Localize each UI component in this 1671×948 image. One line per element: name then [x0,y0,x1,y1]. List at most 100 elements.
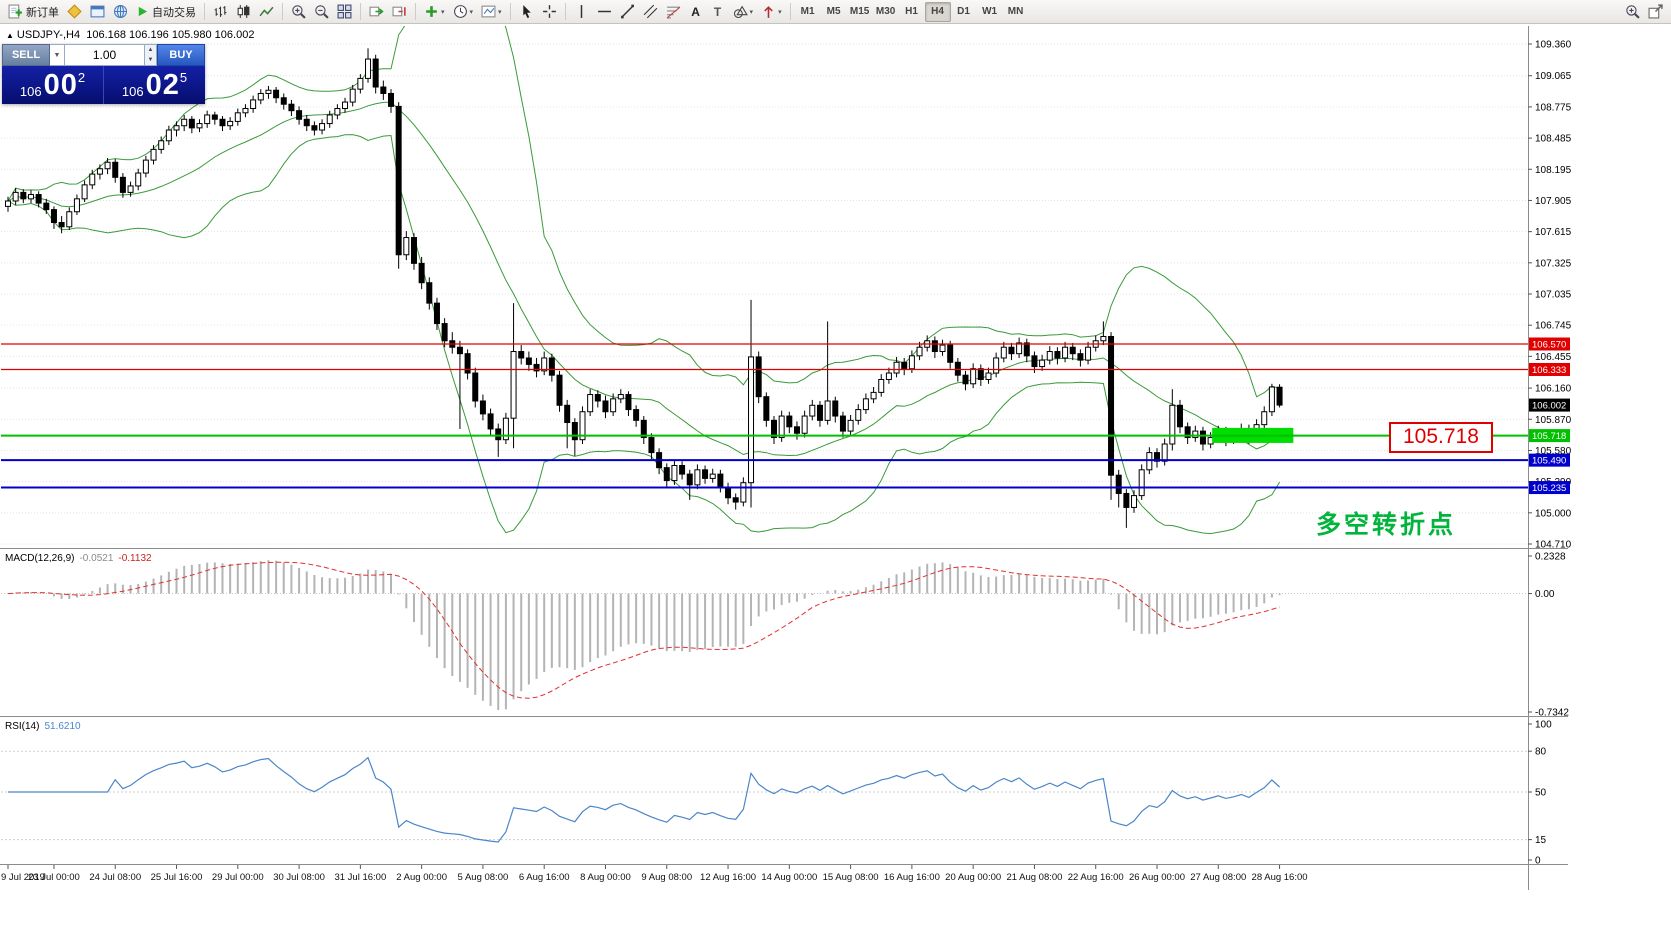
auto-scroll-icon [369,6,384,17]
toolbar-separator [789,3,791,20]
svg-text:107.035: 107.035 [1535,290,1572,301]
candle-body [625,394,632,411]
cursor-button[interactable] [515,2,538,22]
candle-body [112,161,119,178]
price-callout-box[interactable]: 105.718 [1389,422,1493,453]
timeframe-mn-button[interactable]: MN [1007,6,1024,17]
price-tag [1529,398,1570,412]
candle-body [265,89,272,94]
terminal-window-button[interactable] [86,2,109,22]
channel-tool-button[interactable] [639,2,662,22]
turning-point-annotation[interactable]: 多空转折点 [1316,511,1457,539]
indicators-button[interactable]: ▾ [420,2,449,22]
volume-down-button[interactable]: ▼ [147,57,154,63]
candlestick-type-button[interactable] [232,2,255,22]
symbol-search-button[interactable] [1621,2,1644,22]
sell-price[interactable]: 106 00 2 [2,66,103,104]
price-grid [1,43,1528,545]
chart-shift-button[interactable] [388,2,411,22]
metaeditor-button[interactable] [63,2,86,22]
buy-button[interactable]: BUY [157,44,205,66]
market-globe-button[interactable] [109,2,132,22]
timeframe-m30-button[interactable]: M30 [875,6,896,17]
candle-body [993,357,1000,374]
popout-window-button[interactable] [1644,2,1667,22]
line-chart-type-button[interactable] [255,2,278,22]
svg-text:108.485: 108.485 [1535,134,1572,145]
vertical-line-tool-button[interactable] [570,2,593,22]
text-tool-button[interactable]: A [685,2,707,22]
trade-panel-controls: SELL ▼ 1.00 ▲ ▼ BUY [2,44,205,66]
candle-body [587,394,594,413]
timeframe-w1-button[interactable]: W1 [982,6,998,17]
fibonacci-icon [666,6,680,19]
tile-windows-button[interactable] [333,2,356,22]
timeframe-m15-button[interactable]: M15 [849,6,870,17]
candle-body [96,168,103,175]
price-axis[interactable]: 109.360 109.065 108.775 108.485 108.195 107.9… [1528,40,1572,551]
bar-chart-icon [214,6,227,17]
buy-price[interactable]: 106 02 5 [103,66,205,104]
chart-canvas[interactable]: 109.360 109.065 108.775 108.485 108.195 107.9… [0,24,1671,948]
bar-chart-type-button[interactable] [209,2,232,22]
buy-price-small: 106 [121,84,144,99]
auto-scroll-button[interactable] [365,2,388,22]
timeframe-d1-button[interactable]: D1 [957,6,970,17]
candle-body [173,125,180,131]
timeframe-h4-button[interactable]: H4 [924,1,951,22]
candle-body [1161,443,1168,462]
candle-body [50,209,57,223]
candle-body [395,105,402,256]
new-order-button[interactable]: 新订单 [4,2,63,22]
label-tool-icon: T [713,4,722,19]
candle-body [686,473,693,486]
volume-input[interactable]: 1.00 [65,44,144,66]
arrows-tool-button[interactable]: ▾ [757,2,786,22]
timeframe-m1-button[interactable]: M1 [800,6,815,17]
volume-up-button[interactable]: ▲ [147,47,154,53]
candle-body [824,400,831,421]
candle-body [931,340,938,353]
templates-button[interactable]: ▾ [477,2,506,22]
candle-body [901,361,908,370]
horizontal-line-tool-button[interactable] [593,2,616,22]
zoom-out-button[interactable] [310,2,333,22]
candle-body [472,372,479,402]
candle-body [495,428,502,441]
volume-dropdown-button[interactable]: ▼ [50,44,65,66]
candle-body [1000,346,1007,359]
svg-text:24 Jul 08:00: 24 Jul 08:00 [89,872,141,883]
macd-histogram [7,560,1281,710]
autotrading-button[interactable]: 自动交易 [132,2,200,22]
svg-text:106.745: 106.745 [1535,321,1572,332]
fibonacci-tool-button[interactable] [662,2,685,22]
label-tool-button[interactable]: T [707,2,729,22]
candle-body [119,176,126,193]
crosshair-button[interactable] [538,2,561,22]
candle-body [81,184,88,200]
trendline-tool-button[interactable] [616,2,639,22]
shapes-tool-button[interactable]: ▾ [729,2,758,22]
candle-body [257,92,264,101]
candle-body [165,129,172,142]
candle-body [464,353,471,374]
svg-text:105.580: 105.580 [1535,446,1572,457]
timeframe-h1-button[interactable]: H1 [905,6,918,17]
timeframe-m5-button[interactable]: M5 [826,6,841,17]
zoom-in-button[interactable] [287,2,310,22]
candle-body [885,372,892,380]
periods-button[interactable]: ▾ [449,2,478,22]
candle-body [748,356,755,484]
svg-text:16 Aug 16:00: 16 Aug 16:00 [884,872,940,883]
sell-button[interactable]: SELL [2,44,50,66]
ohlc-values: 106.168 106.196 105.980 106.002 [86,29,255,41]
horizontal-line-icon [597,10,611,13]
candle-body [1192,430,1199,439]
candle-body [5,200,11,207]
candle-body [855,409,862,421]
svg-text:109.065: 109.065 [1535,71,1572,82]
candle-body [732,497,739,503]
candle-body [1062,346,1069,359]
candle-body [456,346,463,355]
